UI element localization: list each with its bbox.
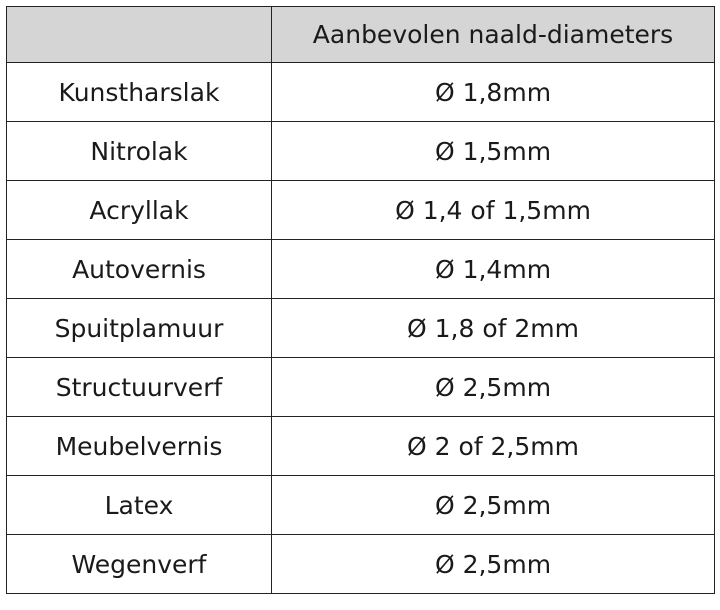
table-row: Latex Ø 2,5mm [6,475,715,535]
material-cell: Kunstharslak [6,62,272,122]
table-row: Meubelvernis Ø 2 of 2,5mm [6,416,715,476]
diameter-cell: Ø 2,5mm [271,534,715,594]
table-row: Wegenverf Ø 2,5mm [6,534,715,594]
material-cell: Latex [6,475,272,535]
diameter-cell: Ø 2,5mm [271,357,715,417]
material-cell: Structuurverf [6,357,272,417]
diameter-cell: Ø 1,4mm [271,239,715,299]
material-cell: Nitrolak [6,121,272,181]
material-cell: Meubelvernis [6,416,272,476]
material-cell: Acryllak [6,180,272,240]
diameter-cell: Ø 1,4 of 1,5mm [271,180,715,240]
diameter-cell: Ø 1,5mm [271,121,715,181]
table-row: Acryllak Ø 1,4 of 1,5mm [6,180,715,240]
diameter-cell: Ø 2 of 2,5mm [271,416,715,476]
table-row: Autovernis Ø 1,4mm [6,239,715,299]
diameter-cell: Ø 2,5mm [271,475,715,535]
header-empty [6,6,272,63]
material-cell: Spuitplamuur [6,298,272,358]
needle-diameter-table: Aanbevolen naald-diameters Kunstharslak Ø… [6,6,715,594]
table-row: Nitrolak Ø 1,5mm [6,121,715,181]
material-cell: Autovernis [6,239,272,299]
header-diameters: Aanbevolen naald-diameters [271,6,715,63]
table-row: Spuitplamuur Ø 1,8 of 2mm [6,298,715,358]
diameter-cell: Ø 1,8 of 2mm [271,298,715,358]
material-cell: Wegenverf [6,534,272,594]
header-row: Aanbevolen naald-diameters [6,6,715,63]
table-row: Structuurverf Ø 2,5mm [6,357,715,417]
table-row: Kunstharslak Ø 1,8mm [6,62,715,122]
diameter-cell: Ø 1,8mm [271,62,715,122]
